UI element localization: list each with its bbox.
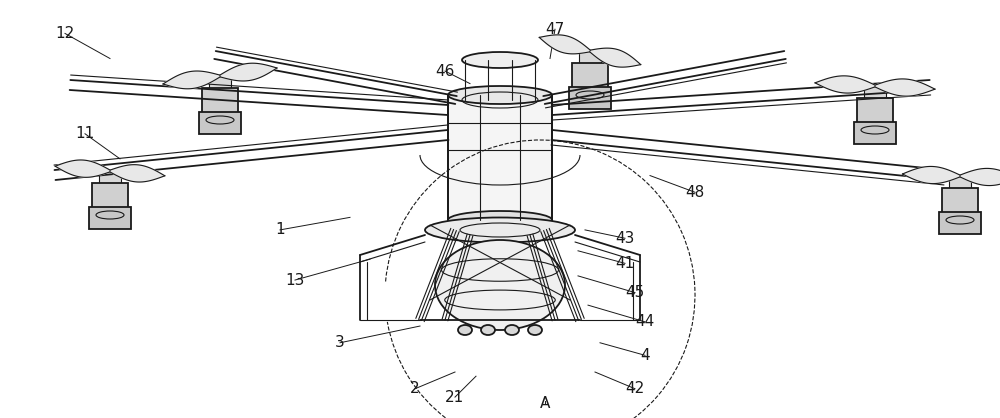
Text: 47: 47 — [545, 22, 565, 37]
Text: 11: 11 — [75, 126, 95, 141]
Bar — [857, 98, 893, 126]
Text: A: A — [540, 396, 550, 411]
Bar — [199, 112, 241, 134]
Text: 41: 41 — [615, 256, 635, 271]
Bar — [202, 88, 238, 116]
Text: 13: 13 — [285, 273, 305, 288]
Bar — [99, 171, 121, 187]
Polygon shape — [55, 160, 110, 177]
Ellipse shape — [458, 325, 472, 335]
Bar — [569, 87, 611, 109]
Bar — [448, 95, 552, 220]
Bar — [949, 176, 971, 192]
Text: 3: 3 — [335, 335, 345, 350]
Text: 1: 1 — [275, 222, 285, 237]
Bar — [579, 51, 601, 67]
Polygon shape — [110, 165, 165, 182]
Bar — [572, 63, 608, 91]
Text: 2: 2 — [410, 381, 420, 396]
Polygon shape — [815, 76, 875, 93]
Text: 48: 48 — [685, 185, 705, 200]
Polygon shape — [163, 71, 220, 89]
Ellipse shape — [435, 240, 565, 330]
Polygon shape — [539, 35, 590, 54]
Text: 42: 42 — [625, 381, 645, 396]
Bar — [942, 188, 978, 216]
Text: 21: 21 — [445, 390, 465, 405]
Bar — [89, 207, 131, 229]
Bar — [864, 86, 886, 102]
Text: 4: 4 — [640, 348, 650, 363]
Bar — [448, 95, 552, 220]
Ellipse shape — [481, 325, 495, 335]
Text: 12: 12 — [55, 26, 75, 41]
Ellipse shape — [448, 211, 552, 229]
Text: 46: 46 — [435, 64, 455, 79]
Bar — [939, 212, 981, 234]
Text: 45: 45 — [625, 285, 645, 300]
Bar — [92, 183, 128, 211]
Text: 44: 44 — [635, 314, 655, 329]
Ellipse shape — [505, 325, 519, 335]
Ellipse shape — [448, 86, 552, 104]
Polygon shape — [875, 79, 935, 96]
Text: 43: 43 — [615, 231, 635, 246]
Polygon shape — [590, 48, 641, 67]
Polygon shape — [903, 166, 960, 184]
Polygon shape — [960, 168, 1000, 186]
Polygon shape — [220, 63, 277, 81]
Bar — [209, 76, 231, 92]
Ellipse shape — [462, 52, 538, 68]
Bar — [854, 122, 896, 144]
Ellipse shape — [425, 217, 575, 242]
Ellipse shape — [528, 325, 542, 335]
